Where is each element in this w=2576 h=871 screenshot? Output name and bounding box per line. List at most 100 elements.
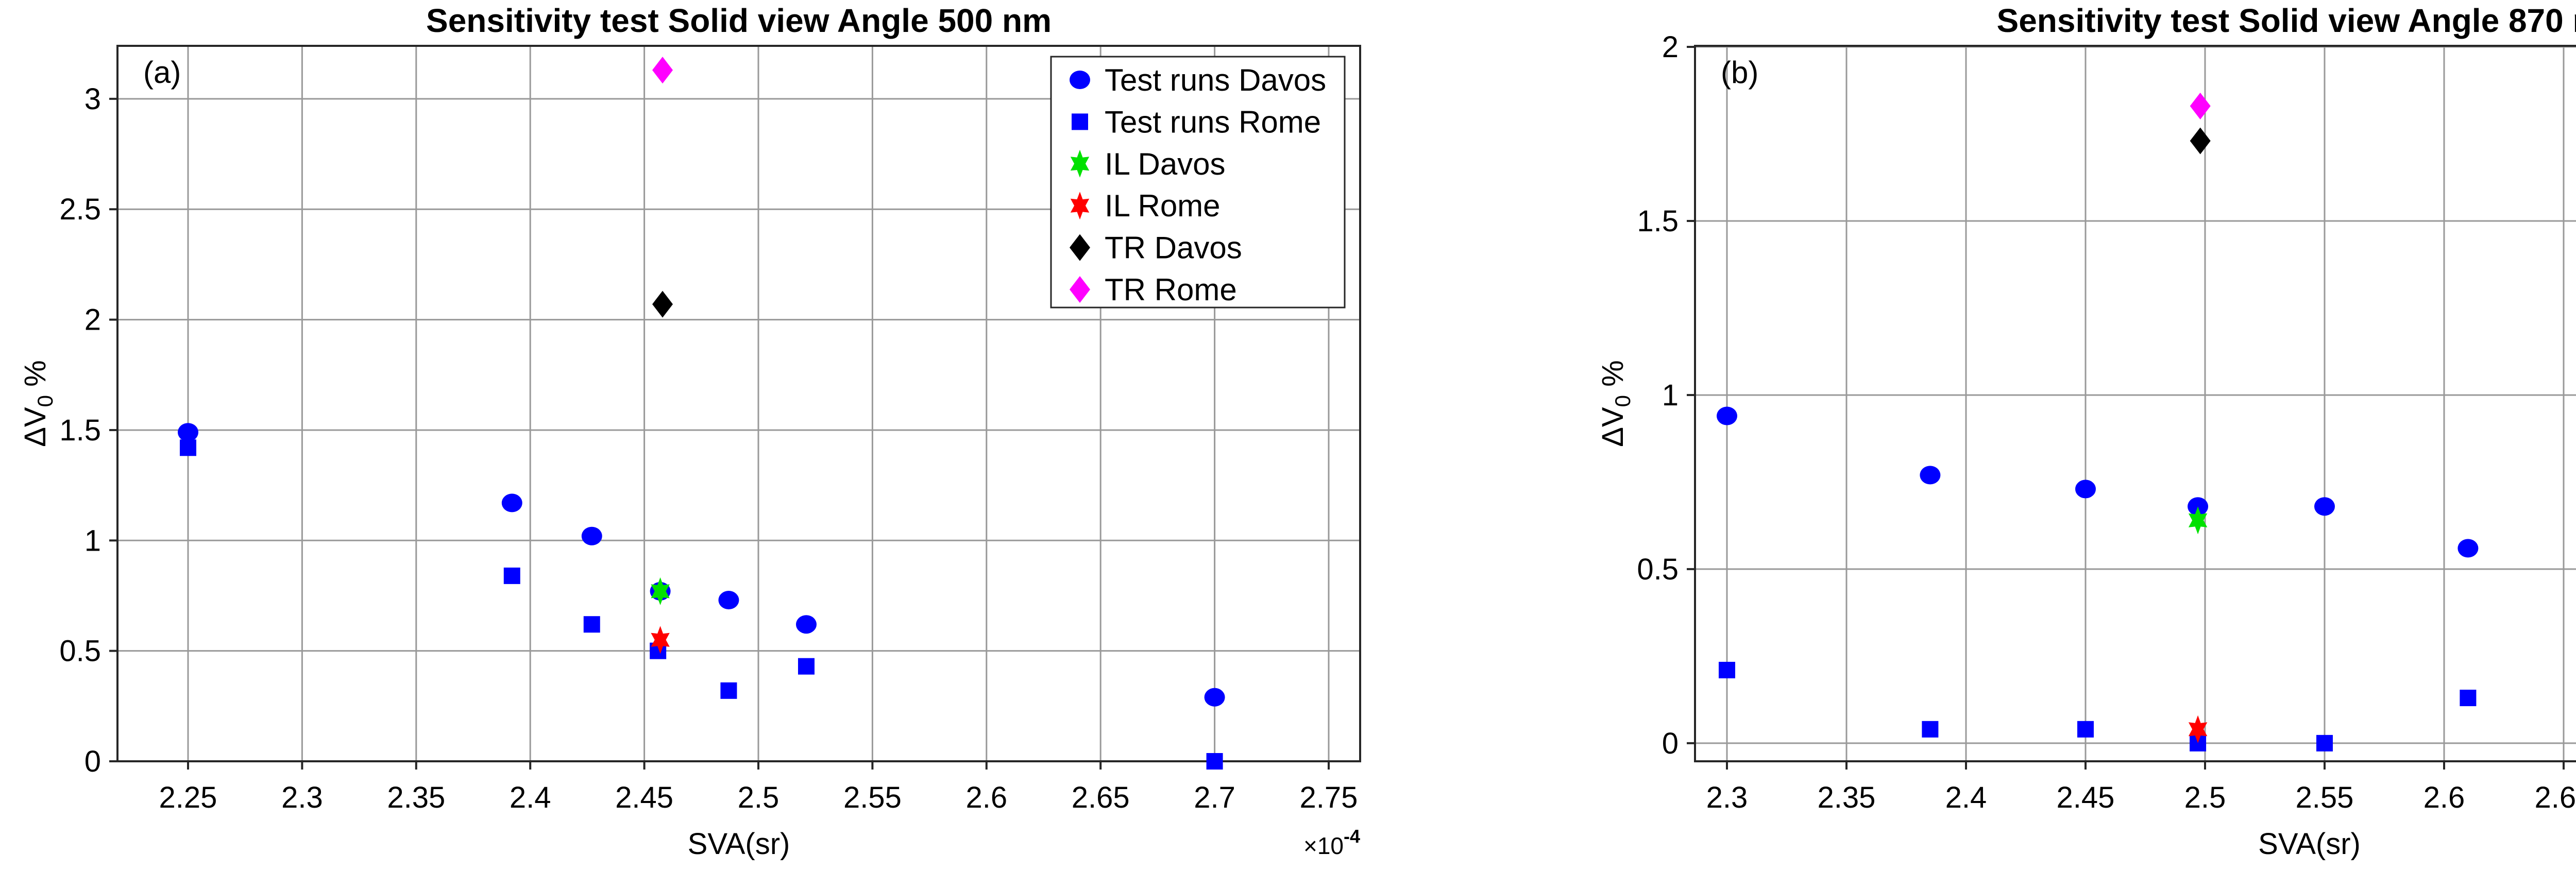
series-il-davos [2188,506,2208,535]
x-tick-label: 2.35 [1818,781,1876,814]
legend-item: TR Rome [1070,272,1237,307]
panel-a: 2.25 2.3 2.35 2.4 2.45 2.5 2.55 2.6 2.65 2.7 2.75 0… [19,2,1361,861]
x-tick-label: 2.35 [387,781,445,814]
data-point [503,567,520,584]
data-point [501,493,522,513]
legend-label: TR Davos [1105,231,1242,265]
x-tick-label: 2.45 [2057,781,2115,814]
legend-item: Test runs Davos [1070,63,1326,97]
series-tr-davos [2190,127,2211,155]
data-point [583,616,600,633]
data-point [720,682,737,699]
data-point [581,526,602,545]
data-point [2188,497,2209,516]
data-point [178,423,199,442]
axis-box [1694,45,2576,762]
legend-label: TR Rome [1105,272,1237,307]
data-point [180,439,197,456]
y-axis-label: ΔV0 % [1596,360,1635,447]
legend-box [1050,56,1346,309]
x-tick-label: 2.4 [1945,781,1987,814]
legend-marker-diamond-icon [1070,234,1090,261]
legend-label: IL Davos [1105,147,1226,181]
chart-title: Sensitivity test Solid view Angle 500 nm [426,2,1052,39]
data-point [2316,735,2333,752]
x-tick-label: 2.55 [2296,781,2354,814]
legend-marker-diamond-icon [1070,276,1090,303]
data-point [798,658,815,675]
series-il-rome [2188,715,2208,743]
data-point [1204,688,1225,707]
x-tick-label: 2.5 [2184,781,2226,814]
x-tick-label: 2.4 [510,781,551,814]
data-point [1922,721,1939,738]
y-tick-label: 1.5 [59,414,101,447]
x-tick-label: 2.3 [281,781,323,814]
data-point [2188,715,2208,743]
data-point [2190,92,2211,119]
panel-b: 2.32.352.42.452.52.552.62.652.72.752.800… [1596,2,2576,861]
series-test-runs-rome [1718,661,2477,752]
data-point [651,626,670,654]
x-tick-label: 2.55 [843,781,902,814]
legend-item: Test runs Rome [1072,105,1321,139]
legend-marker-square-icon [1072,113,1088,130]
data-point [795,615,817,634]
series-test-runs-davos [1716,406,2479,558]
legend-label: IL Rome [1105,189,1221,223]
data-point [2077,721,2094,738]
data-point [1716,406,1737,425]
x-axis-label: SVA(sr) [2258,827,2361,861]
y-tick-label: 2.5 [59,193,101,226]
x-tick-label: 2.7 [1194,781,1235,814]
x-tick-label: 2.65 [2535,781,2576,814]
y-tick-label: 2 [84,303,101,337]
legend-label: Test runs Rome [1105,105,1321,139]
panel-letter: (b) [1721,55,1758,90]
data-point [2075,480,2096,499]
axis-box [116,45,1361,762]
y-tick-label: 1 [1662,379,1679,412]
series-tr-davos [652,291,673,318]
series-tr-rome [2190,92,2211,119]
series-tr-rome [652,57,673,84]
legend-item: IL Rome [1070,189,1221,223]
data-point [2460,689,2477,706]
data-point [652,57,673,84]
data-point [651,577,670,605]
x-exponent-label: ×10-4 [1303,826,1360,859]
data-point [2314,497,2335,516]
x-tick-label: 2.65 [1072,781,1130,814]
series-il-davos [651,577,670,605]
data-point [2458,539,2479,558]
data-point [652,291,673,318]
legend: Test runs Davos Test runs Rome IL Davos IL … [1050,56,1346,309]
x-tick-label: 2.6 [965,781,1007,814]
x-tick-label: 2.3 [1706,781,1748,814]
x-tick-label: 2.75 [1300,781,1358,814]
y-tick-label: 0 [1662,727,1679,760]
series-test-runs-rome [180,439,1223,770]
series-il-rome [651,626,670,654]
data-point [2190,127,2211,155]
y-tick-label: 0 [84,745,101,778]
legend-marker-hexagram-icon [1070,192,1090,220]
panel-letter: (a) [143,55,181,90]
chart-title: Sensitivity test Solid view Angle 870 nm [1997,2,2576,39]
data-point [718,591,739,610]
x-tick-label: 2.6 [2424,781,2465,814]
data-point [1206,753,1223,770]
x-tick-label: 2.25 [159,781,217,814]
y-tick-label: 0.5 [1637,553,1679,586]
x-tick-label: 2.5 [738,781,779,814]
y-tick-label: 2 [1662,30,1679,64]
legend-item: IL Davos [1070,147,1226,181]
series-test-runs-davos [178,423,1225,707]
x-tick-label: 2.45 [615,781,673,814]
y-tick-label: 3 [84,82,101,116]
y-tick-label: 1 [84,524,101,557]
legend-marker-circle-icon [1070,71,1090,89]
data-point [1718,661,1735,678]
legend-item: TR Davos [1070,231,1242,265]
